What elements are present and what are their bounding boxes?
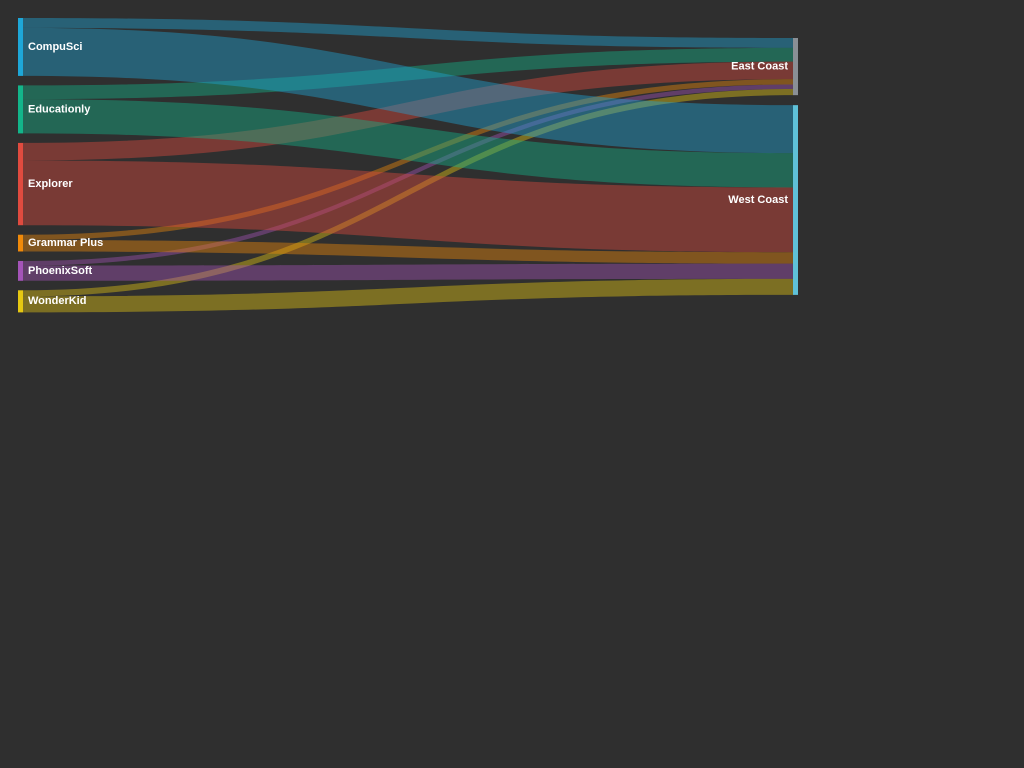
node-label-compusci: CompuSci <box>28 41 82 53</box>
node-label-grammar-plus: Grammar Plus <box>28 237 103 249</box>
link-phoenixsoft-to-east-coast <box>23 84 793 266</box>
link-compusci-to-east-coast <box>23 18 793 48</box>
node-west-coast <box>793 105 798 295</box>
link-compusci-to-west-coast <box>23 27 793 154</box>
node-label-west-coast: West Coast <box>728 194 788 206</box>
node-grammar-plus <box>18 234 23 252</box>
node-label-phoenixsoft: PhoenixSoft <box>28 265 93 277</box>
sankey-links <box>23 18 793 313</box>
sankey-nodes <box>18 18 798 313</box>
node-wonderkid <box>18 290 23 313</box>
node-label-educationly: Educationly <box>28 103 91 115</box>
node-label-east-coast: East Coast <box>731 60 788 72</box>
node-label-wonderkid: WonderKid <box>28 295 86 307</box>
link-explorer-to-east-coast <box>23 61 793 161</box>
node-explorer <box>18 142 23 226</box>
link-grammar-plus-to-west-coast <box>23 240 793 264</box>
link-explorer-to-west-coast <box>23 160 793 253</box>
link-grammar-plus-to-east-coast <box>23 79 793 241</box>
node-compusci <box>18 18 23 76</box>
sankey-labels: CompuSci Educationly Explorer Grammar Plus P… <box>28 41 788 307</box>
link-phoenixsoft-to-west-coast <box>23 263 793 281</box>
link-educationly-to-east-coast <box>23 47 793 100</box>
node-phoenixsoft <box>18 260 23 281</box>
link-wonderkid-to-west-coast <box>23 278 793 313</box>
link-wonderkid-to-east-coast <box>23 89 793 297</box>
node-east-coast <box>793 38 798 96</box>
node-educationly <box>18 85 23 134</box>
link-educationly-to-west-coast <box>23 99 793 188</box>
node-label-explorer: Explorer <box>28 178 73 190</box>
